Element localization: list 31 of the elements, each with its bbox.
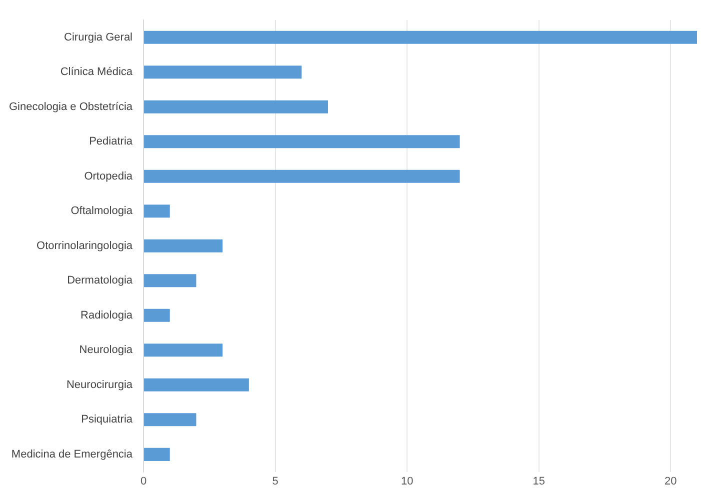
- x-tick-label: 0: [140, 475, 147, 488]
- y-tick-label: Radiologia: [80, 309, 134, 322]
- y-tick-label: Neurologia: [79, 344, 134, 356]
- bar: [144, 308, 170, 322]
- bar: [144, 100, 328, 114]
- bar: [144, 30, 697, 44]
- bar: [144, 378, 249, 392]
- bar: [144, 344, 223, 357]
- y-tick-label: Ortopedia: [84, 170, 134, 182]
- bar: [144, 170, 460, 183]
- y-tick-label: Ginecologia e Obstetrícia: [8, 100, 134, 113]
- y-tick-label: Oftalmologia: [70, 205, 134, 218]
- bar: [144, 413, 196, 426]
- y-tick-label: Otorrinolaringologia: [36, 240, 134, 252]
- x-tick-label: 15: [532, 475, 545, 488]
- bar: [144, 66, 302, 79]
- y-tick-label: Psiquiatria: [81, 414, 134, 426]
- x-tick-label: 10: [400, 475, 414, 488]
- bar: [144, 239, 223, 252]
- y-tick-label: Dermatologia: [67, 274, 134, 287]
- x-tick-label: 20: [664, 475, 677, 488]
- y-tick-label: Clínica Médica: [60, 66, 134, 78]
- y-tick-label: Pediatria: [89, 136, 134, 148]
- bar: [144, 204, 170, 218]
- y-tick-label: Neurocirurgia: [66, 378, 134, 391]
- y-tick-label: Medicina de Emergência: [11, 448, 134, 460]
- bar: [144, 135, 460, 148]
- bar: [144, 274, 196, 288]
- y-tick-label: Cirurgia Geral: [64, 31, 133, 44]
- x-tick-label: 5: [272, 475, 278, 488]
- bar: [144, 448, 170, 461]
